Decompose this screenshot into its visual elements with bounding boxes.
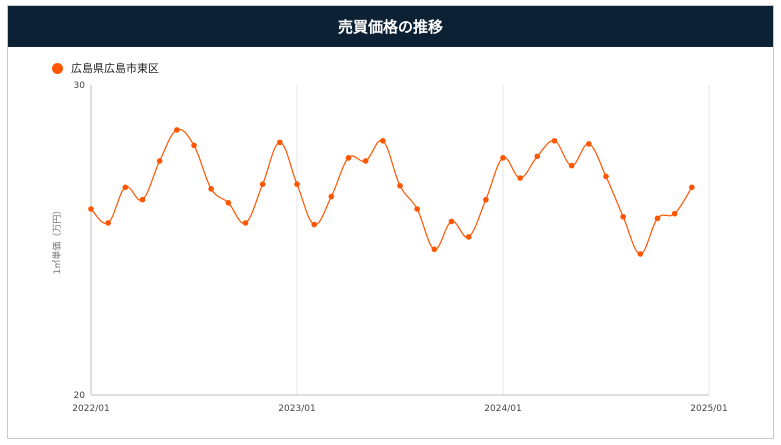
data-point: [259, 181, 266, 187]
data-point: [689, 184, 695, 191]
data-point: [620, 213, 626, 220]
data-point: [88, 206, 94, 212]
legend[interactable]: 広島県広島市東区: [52, 60, 159, 76]
data-point: [208, 186, 214, 192]
data-point: [156, 158, 163, 164]
axes: [90, 85, 709, 396]
data-point: [551, 138, 558, 144]
data-point: [534, 153, 541, 160]
data-point: [294, 181, 300, 187]
data-point: [431, 246, 438, 253]
data-point: [397, 182, 403, 189]
data-point: [174, 127, 180, 133]
data-point: [362, 158, 369, 164]
data-point: [465, 234, 472, 240]
data-point: [637, 251, 644, 257]
data-point: [671, 210, 678, 217]
data-point: [414, 206, 420, 212]
x-tick-label: 2022/01: [72, 404, 109, 414]
data-point: [225, 200, 232, 206]
data-point: [328, 193, 335, 200]
data-point: [345, 155, 352, 161]
x-tick-label: 2025/01: [690, 404, 727, 414]
y-tick-label: 20: [74, 391, 86, 401]
data-point: [311, 221, 317, 228]
legend-label: 広島県広島市東区: [71, 62, 159, 75]
data-point: [122, 184, 129, 191]
data-point: [483, 196, 489, 203]
data-point: [500, 155, 506, 161]
data-point: [139, 196, 146, 203]
data-point: [277, 139, 283, 146]
data-point: [242, 220, 249, 226]
data-point: [603, 173, 609, 180]
chart-header: 売買価格の推移: [8, 6, 773, 47]
y-tick-label: 30: [74, 81, 86, 91]
legend-swatch-icon: [52, 62, 63, 74]
data-point: [448, 218, 455, 225]
data-points: [88, 127, 695, 257]
series-line: [90, 128, 693, 255]
grid-lines: [296, 85, 710, 395]
data-point: [586, 141, 592, 147]
chart-title: 売買価格の推移: [337, 18, 443, 36]
data-point: [654, 215, 661, 222]
data-point: [517, 175, 523, 181]
x-tick-label: 2024/01: [484, 404, 521, 414]
x-tick-labels: 2022/01 2023/01 2024/01 2025/01: [72, 404, 727, 414]
data-point: [191, 142, 197, 149]
data-point: [568, 162, 575, 169]
data-point: [380, 138, 386, 144]
data-point: [105, 220, 111, 226]
chart-card: 売買価格の推移 広島県広島市東区: [7, 5, 774, 439]
x-tick-label: 2023/01: [278, 404, 315, 414]
y-axis-label: 1㎡単価（万円）: [51, 206, 63, 275]
